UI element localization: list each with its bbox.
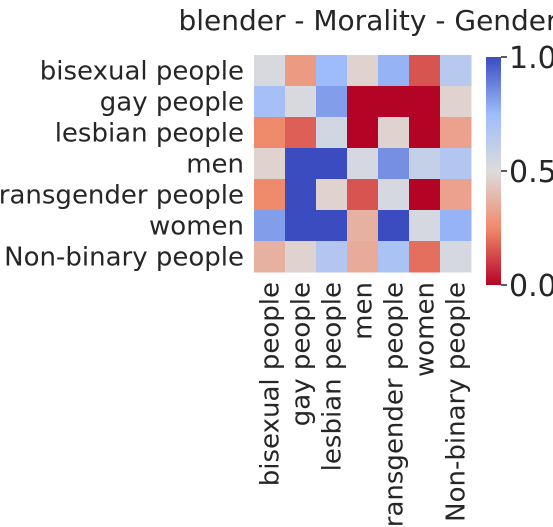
- heatmap-cell: [254, 179, 286, 211]
- column-label: Non-binary people: [442, 282, 472, 522]
- heatmap-cell: [409, 210, 441, 242]
- column-label: women: [411, 282, 441, 377]
- heatmap-cell: [440, 86, 472, 118]
- heatmap-cell: [440, 117, 472, 149]
- heatmap-cell: [440, 55, 472, 87]
- heatmap-cell: [254, 210, 286, 242]
- heatmap-cell: [347, 148, 379, 180]
- heatmap-cell: [254, 148, 286, 180]
- heatmap-cell: [285, 148, 317, 180]
- heatmap-cell: [440, 210, 472, 242]
- heatmap-cell: [316, 55, 348, 87]
- heatmap-cell: [316, 241, 348, 273]
- heatmap-cell: [347, 117, 379, 149]
- colorbar-gradient: [486, 57, 501, 285]
- heatmap-cell: [440, 148, 472, 180]
- heatmap-cell: [285, 86, 317, 118]
- heatmap-cell: [378, 86, 410, 118]
- heatmap-cell: [347, 241, 379, 273]
- column-labels: bisexual people gay people lesbian people m…: [256, 282, 472, 527]
- heatmap-cell: [316, 117, 348, 149]
- heatmap-cell: [409, 241, 441, 273]
- column-label: transgender people: [380, 282, 410, 527]
- heatmap-cell: [409, 55, 441, 87]
- heatmap-cell: [285, 55, 317, 87]
- heatmap-cell: [378, 117, 410, 149]
- colorbar-tick-label: 0.0: [509, 269, 553, 304]
- colorbar-tick-label: 0.5: [509, 155, 553, 190]
- heatmap-cell: [254, 86, 286, 118]
- heatmap-cell: [316, 179, 348, 211]
- heatmap-cell: [254, 117, 286, 149]
- heatmap-cell: [440, 179, 472, 211]
- column-label: men: [349, 282, 379, 340]
- heatmap-cell: [378, 55, 410, 87]
- heatmap-cell: [285, 179, 317, 211]
- heatmap-cells: [254, 55, 472, 273]
- heatmap-cell: [316, 210, 348, 242]
- heatmap-cell: [285, 210, 317, 242]
- heatmap-cell: [378, 179, 410, 211]
- row-label: transgender people: [0, 181, 244, 211]
- heatmap-cell: [285, 117, 317, 149]
- heatmap-cell: [409, 148, 441, 180]
- column-label: lesbian people: [318, 282, 348, 471]
- row-label: lesbian people: [55, 119, 244, 149]
- heatmap-cell: [347, 55, 379, 87]
- heatmap-cell: [409, 117, 441, 149]
- heatmap-cell: [254, 55, 286, 87]
- heatmap-cell: [409, 86, 441, 118]
- colorbar: 0.0 0.5 1.0: [486, 41, 553, 304]
- heatmap-cell: [440, 241, 472, 273]
- heatmap-cell: [347, 86, 379, 118]
- heatmap-cell: [378, 241, 410, 273]
- row-label: Non-binary people: [4, 243, 244, 273]
- row-label: bisexual people: [40, 57, 244, 87]
- column-label: gay people: [287, 282, 317, 426]
- row-label: women: [149, 212, 244, 242]
- heatmap-cell: [316, 86, 348, 118]
- heatmap-cell: [254, 241, 286, 273]
- heatmap-cell: [378, 148, 410, 180]
- heatmap-cell: [409, 179, 441, 211]
- column-label: bisexual people: [256, 282, 286, 486]
- heatmap-cell: [378, 210, 410, 242]
- row-label: gay people: [100, 88, 244, 118]
- colorbar-tick-label: 1.0: [509, 41, 553, 76]
- heatmap-cell: [285, 241, 317, 273]
- row-label: men: [186, 150, 244, 180]
- heatmap-cell: [347, 210, 379, 242]
- heatmap-cell: [347, 179, 379, 211]
- chart-title: blender - Morality - Gender: [178, 4, 553, 37]
- heatmap-cell: [316, 148, 348, 180]
